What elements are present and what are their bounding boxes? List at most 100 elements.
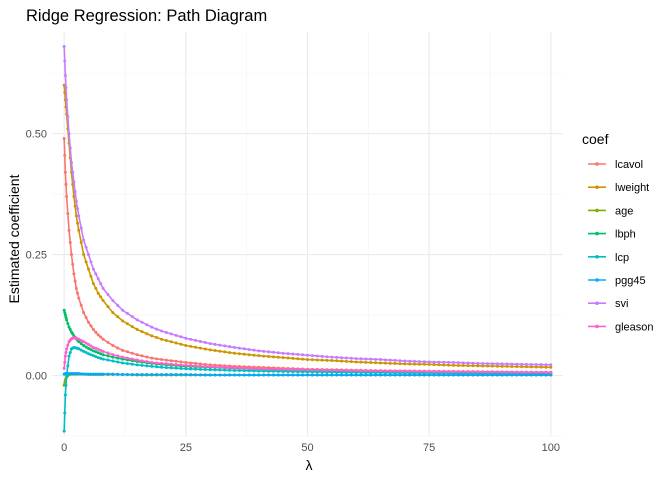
- data-point-lbph: [96, 351, 100, 355]
- data-point-gleason: [106, 351, 110, 355]
- data-point-gleason: [369, 369, 373, 373]
- data-point-lweight: [515, 365, 519, 369]
- data-point-svi: [349, 356, 353, 360]
- data-point-gleason: [198, 364, 202, 368]
- data-point-lweight: [447, 363, 451, 367]
- data-point-svi: [344, 356, 348, 360]
- data-point-lweight: [490, 364, 494, 368]
- data-point-pgg45: [257, 373, 261, 377]
- data-point-lweight: [169, 340, 173, 344]
- data-point-svi: [335, 355, 339, 359]
- data-point-lweight: [500, 364, 504, 368]
- data-point-gleason: [63, 360, 67, 364]
- data-point-pgg45: [490, 373, 494, 377]
- data-point-gleason: [403, 369, 407, 373]
- data-point-pgg45: [452, 373, 455, 377]
- data-point-gleason: [456, 370, 460, 374]
- data-point-pgg45: [79, 372, 83, 376]
- data-point-lcp: [198, 367, 202, 371]
- data-point-lcavol: [64, 182, 68, 186]
- data-point-svi: [374, 357, 378, 361]
- data-point-lbph: [84, 345, 88, 349]
- series-pgg45: [62, 372, 553, 377]
- data-point-svi: [140, 320, 144, 324]
- y-tick-label: 0.25: [26, 250, 47, 262]
- data-point-svi: [96, 277, 100, 281]
- data-point-lweight: [94, 286, 98, 290]
- data-point-svi: [452, 360, 455, 364]
- data-point-pgg45: [116, 372, 120, 376]
- data-point-lweight: [218, 349, 222, 353]
- data-point-lcavol: [174, 359, 178, 363]
- data-point-lcavol: [164, 358, 168, 362]
- data-point-pgg45: [325, 373, 329, 377]
- data-point-lbph: [87, 346, 90, 350]
- data-point-lweight: [471, 364, 475, 368]
- data-point-svi: [549, 363, 553, 367]
- data-point-pgg45: [218, 373, 222, 377]
- data-point-lcavol: [72, 272, 76, 276]
- legend-key-point: [595, 278, 599, 282]
- data-point-lcavol: [89, 324, 93, 328]
- data-point-lweight: [155, 336, 159, 340]
- data-point-lcavol: [116, 346, 120, 350]
- data-point-svi: [466, 361, 470, 365]
- data-point-gleason: [417, 369, 421, 373]
- data-point-gleason: [218, 365, 222, 369]
- data-point-pgg45: [164, 373, 168, 377]
- data-point-lweight: [340, 359, 344, 363]
- data-point-pgg45: [495, 373, 499, 377]
- data-point-lcp: [140, 363, 144, 367]
- data-point-lcp: [64, 383, 68, 387]
- data-point-gleason: [427, 369, 431, 373]
- data-point-lcp: [184, 367, 188, 371]
- x-tick-label: 100: [542, 442, 560, 454]
- data-point-lbph: [99, 352, 103, 356]
- data-point-lcavol: [73, 279, 77, 283]
- data-point-lweight: [539, 365, 543, 369]
- data-point-gleason: [408, 369, 412, 373]
- data-point-lcp: [82, 349, 86, 353]
- data-point-pgg45: [520, 373, 524, 377]
- data-point-lweight: [310, 358, 314, 362]
- legend-title: coef: [582, 131, 609, 147]
- data-point-lweight: [233, 351, 236, 355]
- data-point-pgg45: [315, 373, 319, 377]
- data-point-pgg45: [417, 373, 421, 377]
- data-point-gleason: [476, 370, 480, 374]
- data-point-svi: [228, 345, 232, 349]
- data-point-svi: [413, 359, 417, 363]
- data-point-lcavol: [179, 360, 183, 364]
- data-point-lbph: [65, 318, 69, 322]
- data-point-pgg45: [427, 373, 431, 377]
- data-point-lcavol: [84, 315, 88, 319]
- data-point-svi: [403, 359, 407, 363]
- series-svi: [62, 45, 553, 367]
- data-point-svi: [71, 170, 75, 174]
- data-point-lweight: [208, 348, 212, 352]
- data-point-svi: [174, 333, 178, 337]
- data-point-svi: [330, 355, 334, 359]
- data-point-gleason: [116, 354, 120, 358]
- data-point-lweight: [510, 365, 514, 369]
- data-point-svi: [111, 299, 115, 303]
- data-point-gleason: [452, 370, 455, 374]
- data-point-lweight: [267, 354, 271, 358]
- legend-label: svi: [615, 298, 628, 310]
- data-point-svi: [291, 352, 295, 356]
- data-point-svi: [417, 360, 421, 364]
- data-point-gleason: [140, 359, 144, 363]
- data-point-gleason: [164, 362, 168, 366]
- legend-item-pgg45: pgg45: [588, 275, 646, 287]
- data-point-svi: [91, 267, 95, 271]
- y-tick-label: 0.50: [26, 129, 47, 141]
- data-point-gleason: [155, 361, 159, 365]
- data-point-svi: [94, 272, 98, 276]
- data-point-pgg45: [388, 373, 392, 377]
- data-point-lcavol: [66, 211, 70, 215]
- data-point-lweight: [281, 356, 285, 360]
- data-point-pgg45: [393, 373, 397, 377]
- data-point-pgg45: [466, 373, 470, 377]
- data-point-gleason: [179, 363, 183, 367]
- data-point-gleason: [130, 357, 134, 361]
